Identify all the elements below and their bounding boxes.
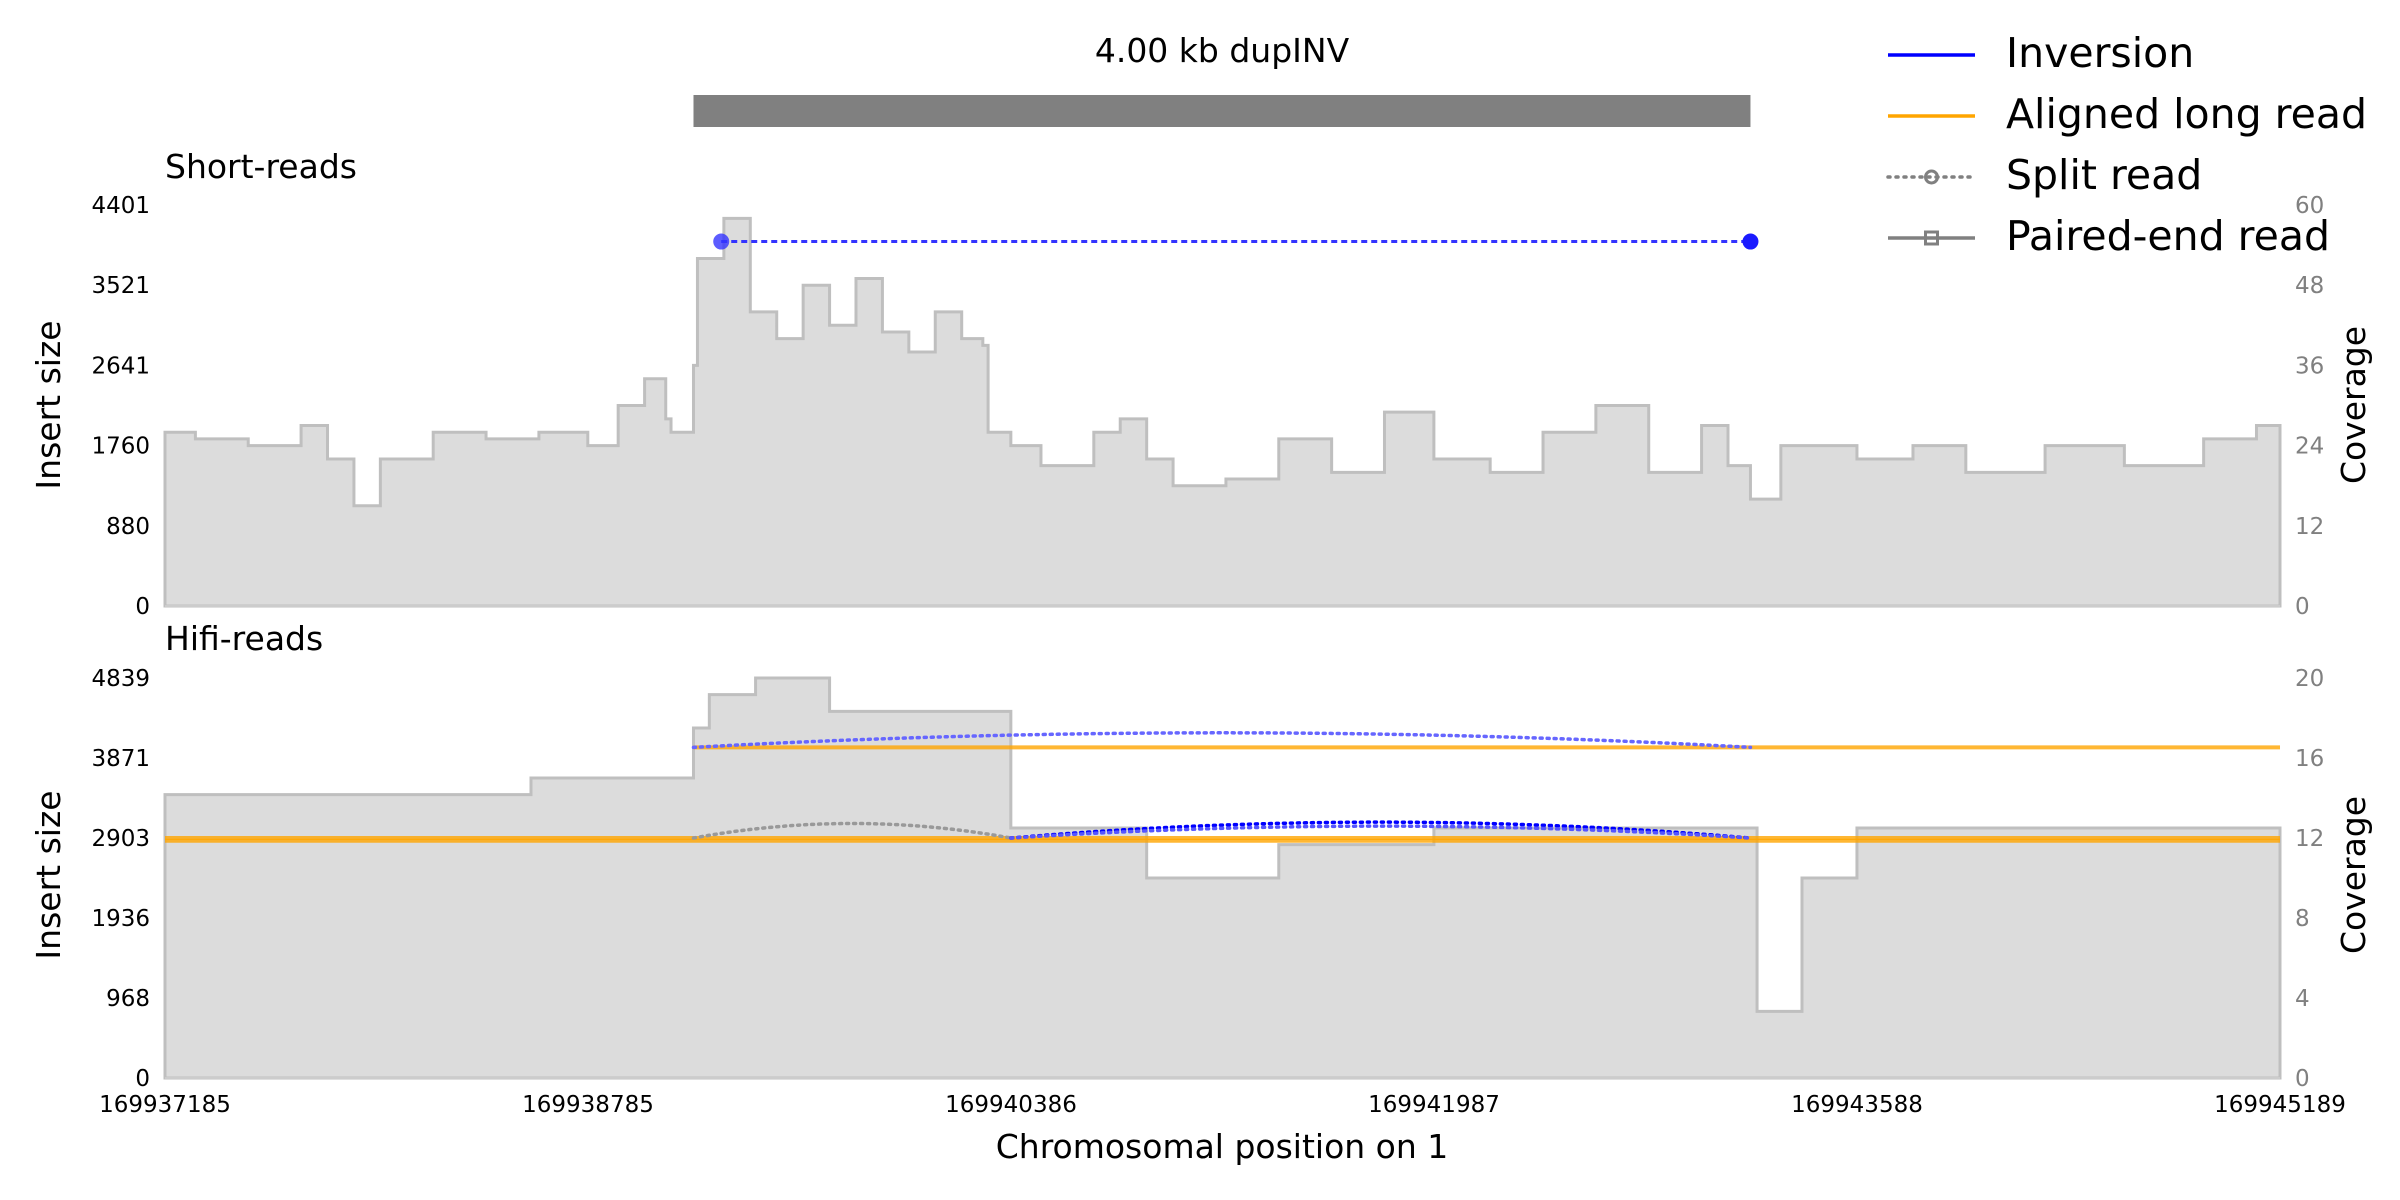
panel-short-reads: Short-reads Insert size Coverage 4401 352…	[29, 147, 2373, 620]
y-axis-label-right: Coverage	[2334, 796, 2373, 954]
left-tick-label: 4839	[91, 666, 150, 692]
x-tick-label: 169937185	[99, 1092, 231, 1118]
y-axis-label-left: Insert size	[29, 320, 68, 489]
legend-marker	[1924, 169, 1939, 185]
paired-end-endpoint	[713, 233, 730, 250]
right-tick-label: 0	[2295, 1066, 2310, 1092]
left-tick-label: 968	[106, 986, 150, 1012]
coverage-area	[163, 216, 2282, 608]
split-read	[691, 821, 1013, 840]
sv-region-bar	[693, 95, 1751, 127]
panel-hifi-reads: Hifi-reads Insert size Coverage 4839 3871…	[29, 619, 2373, 1092]
panel-title: Hifi-reads	[165, 619, 323, 658]
legend-label: Aligned long read	[2006, 90, 2367, 138]
left-tick-label: 1760	[91, 434, 150, 460]
right-tick-label: 36	[2295, 353, 2324, 379]
right-tick-label: 12	[2295, 514, 2324, 540]
legend-label: Split read	[2006, 151, 2202, 199]
legend-label: Paired-end read	[2006, 212, 2330, 260]
right-tick-label: 4	[2295, 986, 2310, 1012]
chart-title: 4.00 kb dupINV	[1095, 31, 1350, 70]
left-tick-label: 3521	[91, 273, 150, 299]
right-tick-label: 48	[2295, 273, 2324, 299]
left-tick-labels: 4401 3521 2641 1760 880 0	[91, 193, 150, 620]
left-tick-label: 0	[135, 594, 150, 620]
right-tick-label: 12	[2295, 826, 2324, 852]
x-axis-label: Chromosomal position on 1	[996, 1127, 1449, 1166]
x-tick-label: 169940386	[945, 1092, 1077, 1118]
left-tick-label: 2641	[91, 353, 150, 379]
right-tick-labels: 60 48 36 24 12 0	[2295, 193, 2324, 620]
left-tick-label: 880	[106, 514, 150, 540]
left-tick-label: 1936	[91, 906, 150, 932]
left-tick-label: 3871	[91, 746, 150, 772]
left-tick-label: 0	[135, 1066, 150, 1092]
coverage-step	[163, 676, 2282, 1080]
right-tick-label: 16	[2295, 746, 2324, 772]
left-tick-label: 4401	[91, 193, 150, 219]
split-read	[1009, 824, 1753, 840]
x-tick-labels: 169937185 169938785 169940386 169941987 1699…	[99, 1092, 2346, 1118]
read-marks	[713, 233, 1759, 250]
right-tick-label: 8	[2295, 906, 2310, 932]
right-tick-label: 60	[2295, 193, 2324, 219]
y-axis-label-left: Insert size	[29, 790, 68, 959]
left-tick-labels: 4839 3871 2903 1936 968 0	[91, 666, 150, 1092]
y-axis-label-right: Coverage	[2334, 326, 2373, 484]
right-tick-labels: 20 16 12 8 4 0	[2295, 666, 2324, 1092]
right-tick-label: 24	[2295, 434, 2324, 460]
x-tick-label: 169941987	[1368, 1092, 1500, 1118]
coverage-step	[163, 216, 2282, 608]
x-tick-label: 169943588	[1791, 1092, 1923, 1118]
read-marks	[165, 731, 2280, 843]
panel-title: Short-reads	[165, 147, 357, 186]
paired-end-endpoint	[1742, 233, 1759, 250]
split-read	[691, 731, 1753, 750]
left-tick-label: 2903	[91, 826, 150, 852]
right-tick-label: 20	[2295, 666, 2324, 692]
legend-label: Inversion	[2006, 29, 2194, 77]
legend: Inversion Aligned long read Split read Pair…	[1886, 29, 2367, 260]
x-tick-label: 169938785	[522, 1092, 654, 1118]
coverage-area	[163, 676, 2282, 1080]
legend-marker	[1924, 230, 1939, 246]
x-tick-label: 169945189	[2214, 1092, 2346, 1118]
right-tick-label: 0	[2295, 594, 2310, 620]
split-read	[1009, 820, 1753, 840]
